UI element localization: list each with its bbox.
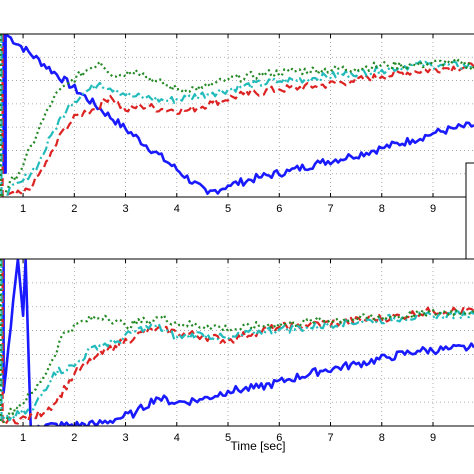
bottom-x-tick-label: 8 — [379, 432, 385, 444]
top-x-tick-label: 4 — [174, 203, 180, 215]
bottom-plot-panel: 1 2 3 4 5 6 7 8 9 — [0, 258, 474, 444]
top-series-line-2 — [1, 34, 474, 197]
bottom-series-line-3 — [0, 259, 474, 423]
top-series-line-3 — [0, 34, 474, 197]
top-x-tick-label: 3 — [122, 203, 128, 215]
bottom-x-tick-label: 7 — [327, 432, 333, 444]
top-x-tick-label: 7 — [327, 203, 333, 215]
bottom-x-tick-label: 6 — [276, 432, 282, 444]
top-x-tick-label: 1 — [20, 203, 26, 215]
bottom-x-tick-label: 5 — [225, 432, 231, 444]
bottom-x-tick-label: 4 — [174, 432, 180, 444]
top-series-line-4 — [0, 34, 474, 197]
bottom-x-tick-label: 2 — [71, 432, 77, 444]
top-x-tick-label: 8 — [379, 203, 385, 215]
bottom-series-line-2 — [1, 259, 474, 426]
x-axis-label: Time [sec] — [231, 439, 286, 453]
top-series-line-1 — [2, 34, 474, 195]
top-x-tick-label: 5 — [225, 203, 231, 215]
bottom-x-tick-label: 3 — [122, 432, 128, 444]
bottom-series-line-1 — [2, 259, 474, 426]
legend-box — [465, 162, 474, 260]
bottom-series-line-4 — [0, 259, 474, 424]
top-x-tick-label: 9 — [430, 203, 436, 215]
top-plot-panel: 1 2 3 4 5 6 7 8 9 — [0, 33, 474, 215]
top-x-tick-label: 6 — [276, 203, 282, 215]
top-x-tick-label: 2 — [71, 203, 77, 215]
bottom-x-tick-label: 1 — [20, 432, 26, 444]
bottom-x-tick-label: 9 — [430, 432, 436, 444]
